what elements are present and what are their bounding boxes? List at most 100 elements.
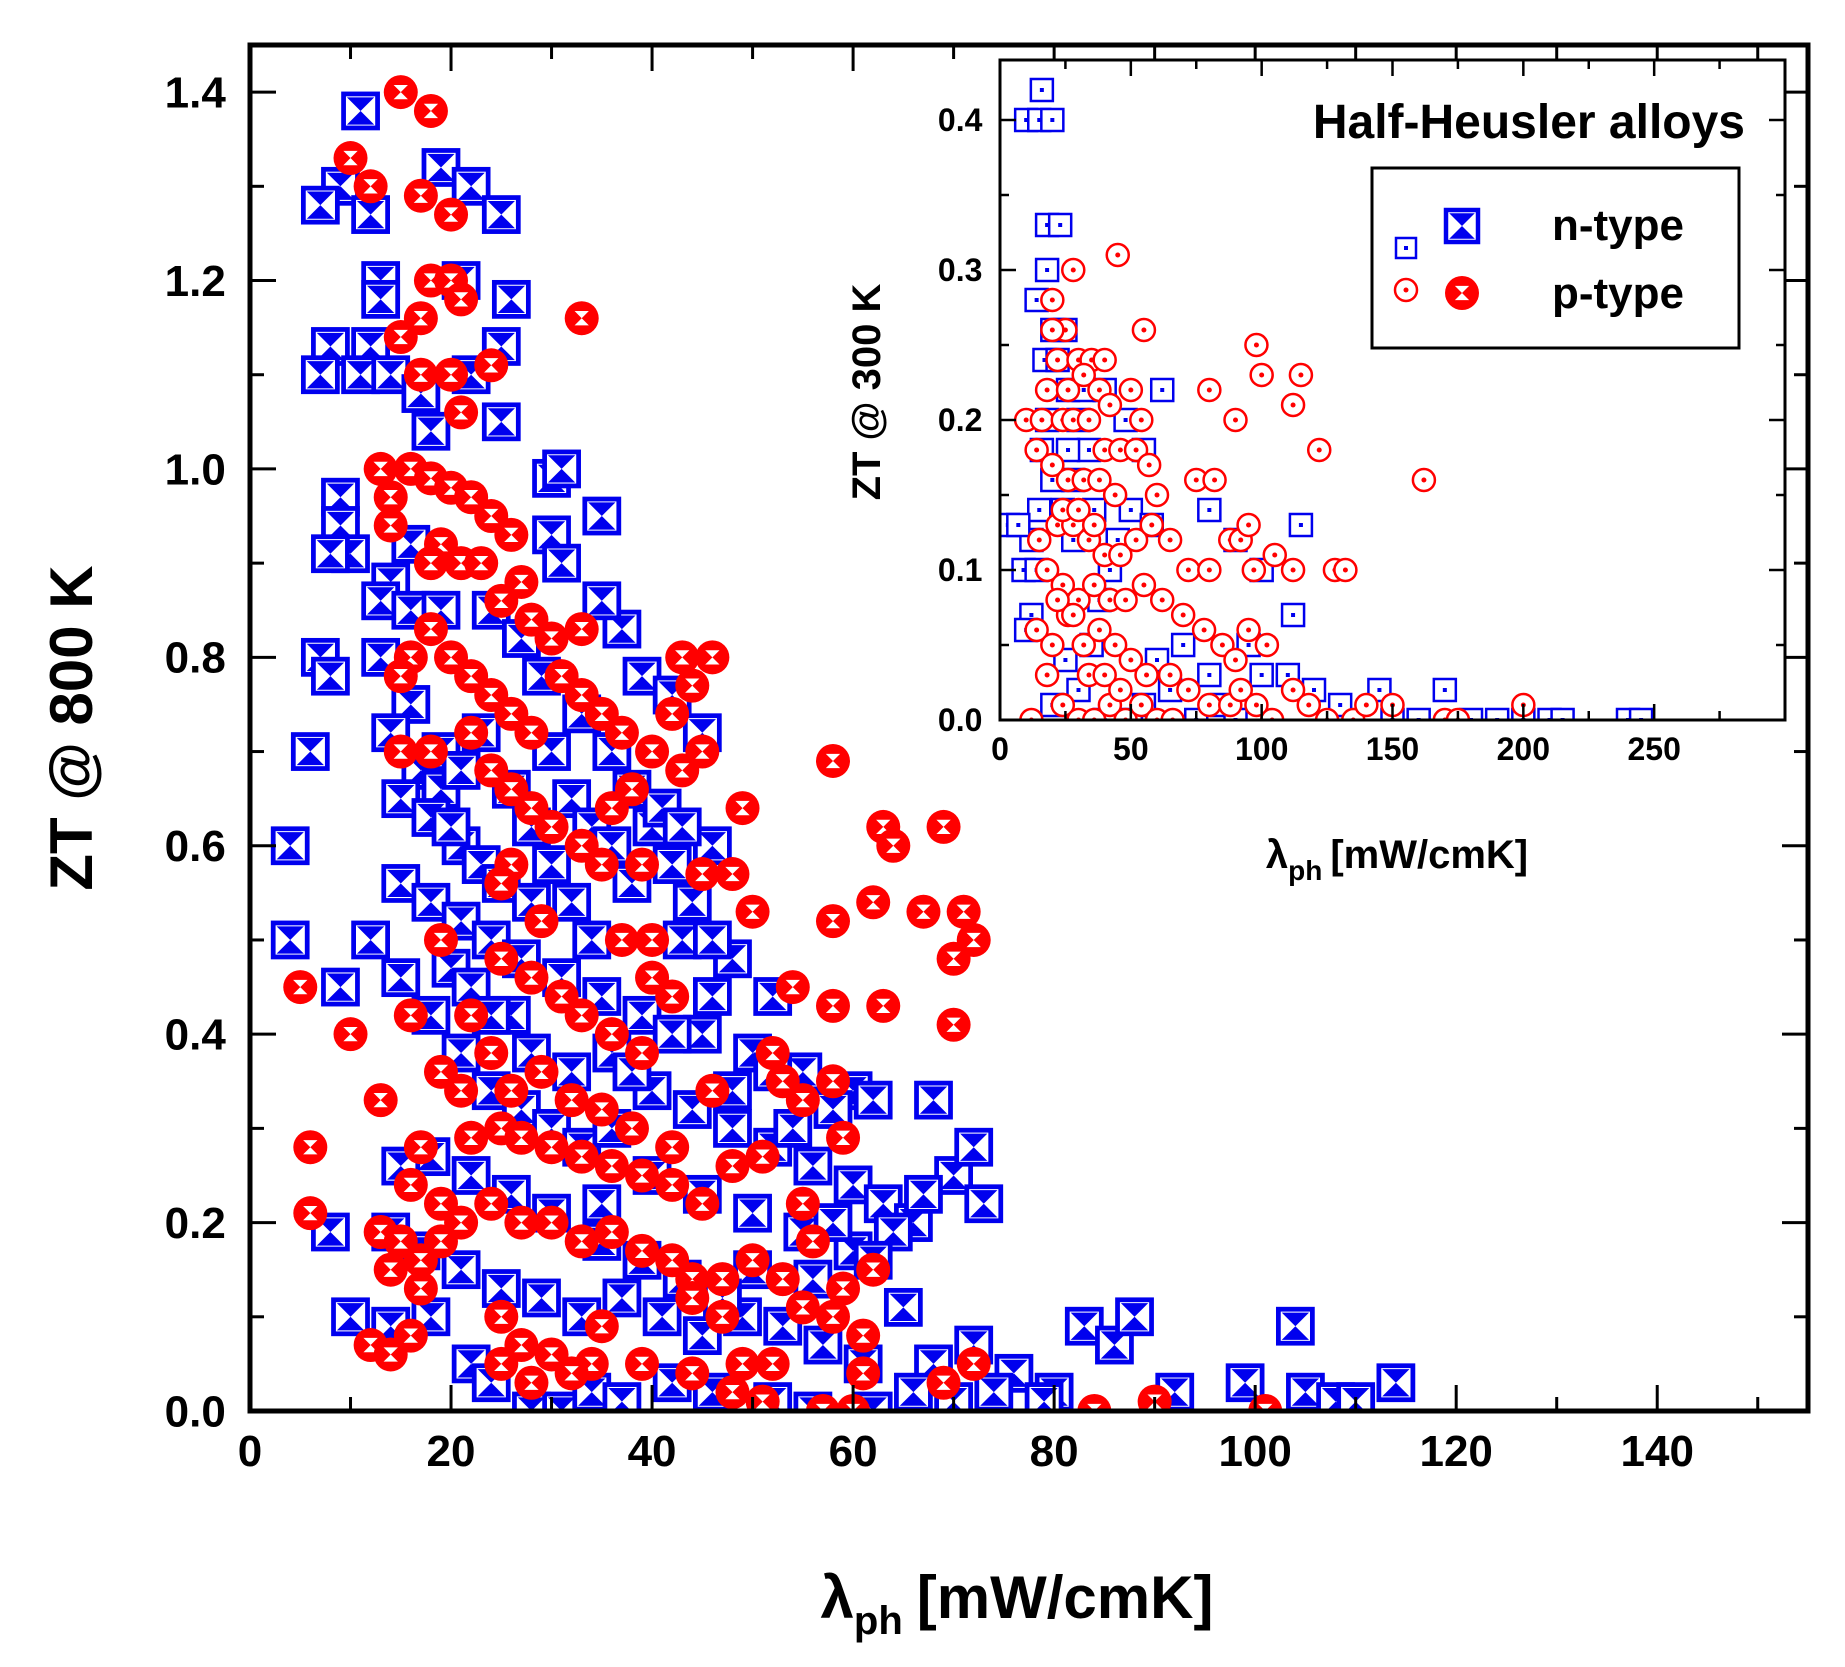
inset-p-type-marker xyxy=(1118,647,1144,673)
inset-n-type-marker xyxy=(1027,497,1052,523)
main-p-type-marker xyxy=(594,1215,629,1250)
main-y-axis-title: ZT @ 800 K xyxy=(38,565,105,890)
main-p-type-marker xyxy=(705,1299,740,1334)
inset-p-type-marker xyxy=(1113,587,1138,613)
main-x-axis-unit: [mW/cmK] xyxy=(917,1564,1214,1631)
inset-p-type-marker xyxy=(1134,662,1159,688)
main-p-type-marker xyxy=(1077,1394,1112,1411)
main-p-type-marker xyxy=(635,960,670,995)
inset-y-axis-title: ZT @ 300 K xyxy=(845,283,889,500)
main-p-type-marker xyxy=(534,1205,569,1240)
legend-box xyxy=(1370,166,1741,350)
main-p-type-marker xyxy=(554,1356,589,1391)
main-n-type-marker xyxy=(361,279,401,319)
main-n-type-marker xyxy=(411,411,451,451)
inset-p-type-marker xyxy=(1061,257,1086,283)
main-plot: 0 20 40 60 80 100 120 140 0.0 0.2 0.4 0.6 0.8 1.0 1.2 1… xyxy=(38,42,1811,1643)
main-p-type-marker xyxy=(373,480,408,515)
inset-p-type-marker xyxy=(1244,332,1269,358)
main-p-type-marker xyxy=(383,734,418,769)
inset-p-type-marker xyxy=(1280,392,1306,418)
main-p-type-marker xyxy=(625,1036,660,1071)
main-x-axis-subscript: ph xyxy=(854,1599,903,1643)
inset-x-axis-title: λph [mW/cmK] xyxy=(1266,833,1528,886)
main-p-type-marker xyxy=(846,1356,881,1391)
inset-p-type-marker xyxy=(1296,692,1322,718)
main-p-type-marker xyxy=(444,1205,479,1240)
main-p-type-marker xyxy=(293,1196,328,1231)
main-p-type-marker xyxy=(504,1205,539,1240)
main-p-type-marker xyxy=(715,1375,750,1410)
main-p-type-marker xyxy=(675,668,710,703)
inset-p-type-marker xyxy=(1176,557,1201,583)
main-p-type-marker xyxy=(826,1120,861,1155)
main-p-type-marker xyxy=(474,1186,509,1221)
main-p-type-marker xyxy=(815,743,850,778)
main-n-type-marker xyxy=(763,1306,803,1346)
main-p-type-marker xyxy=(383,75,418,110)
main-n-type-marker xyxy=(300,185,340,225)
main-n-type-marker xyxy=(1064,1306,1104,1346)
inset-n-type-marker xyxy=(1029,77,1055,103)
inset-p-type-marker xyxy=(1076,407,1102,433)
main-n-type-marker xyxy=(542,449,581,489)
main-p-type-marker xyxy=(856,885,891,920)
legend-n-type-small-marker xyxy=(1394,236,1418,260)
main-n-type-marker xyxy=(692,977,732,1016)
main-n-type-marker xyxy=(431,807,471,847)
inset-p-type-marker xyxy=(1236,512,1261,538)
inset-p-type-marker xyxy=(1108,542,1133,568)
main-n-type-marker xyxy=(853,1080,893,1120)
main-p-type-marker xyxy=(534,1130,569,1165)
inset-p-type-marker xyxy=(1354,692,1379,718)
main-p-type-marker xyxy=(685,857,720,892)
main-p-type-marker xyxy=(635,922,670,957)
inset-p-type-marker xyxy=(1131,317,1157,343)
main-p-type-marker xyxy=(484,583,519,618)
main-n-type-marker xyxy=(652,845,692,884)
inset-n-type-marker xyxy=(1055,437,1081,463)
inset-p-type-marker xyxy=(1092,347,1117,373)
main-p-type-marker xyxy=(866,988,901,1023)
main-n-type-marker xyxy=(532,845,571,884)
main-n-type-marker xyxy=(321,967,360,1007)
main-p-type-marker xyxy=(564,998,599,1033)
inset-p-type-marker xyxy=(1176,677,1201,703)
inset-n-type-marker xyxy=(1149,377,1175,403)
main-p-type-marker xyxy=(413,93,448,128)
main-n-type-marker xyxy=(692,920,732,960)
main-p-type-marker xyxy=(785,1290,820,1325)
main-p-type-marker xyxy=(393,1318,428,1353)
main-p-type-marker xyxy=(614,1111,649,1146)
main-p-type-marker xyxy=(604,715,639,750)
main-p-type-marker xyxy=(685,734,720,769)
main-p-type-marker xyxy=(765,1262,800,1297)
main-p-type-marker xyxy=(926,1365,961,1400)
inset-p-type-marker xyxy=(1055,377,1081,403)
main-n-type-marker xyxy=(1225,1363,1265,1403)
main-p-type-marker xyxy=(564,1139,599,1174)
main-p-type-marker xyxy=(584,1309,619,1344)
main-p-type-marker xyxy=(735,894,770,929)
main-p-type-marker xyxy=(946,894,981,929)
main-n-type-marker xyxy=(351,920,390,960)
main-ticks: 0 20 40 60 80 100 120 140 0.0 0.2 0.4 0.6 0.8 1.0 1.2 1… xyxy=(165,45,1808,1476)
inset-x-tick-label: 150 xyxy=(1366,731,1419,767)
legend-p-type-large-marker xyxy=(1445,276,1479,310)
inset-p-type-marker xyxy=(1027,527,1052,553)
main-p-type-marker xyxy=(333,141,368,176)
inset-p-type-marker xyxy=(1139,512,1165,538)
inset-p-type-marker xyxy=(1040,632,1065,658)
legend-label-n-type: n-type xyxy=(1552,201,1684,250)
inset-p-type-marker xyxy=(1236,617,1261,643)
main-n-type-marker xyxy=(311,534,350,574)
main-p-type-marker xyxy=(333,1017,368,1052)
main-p-type-marker xyxy=(795,1224,830,1259)
main-p-type-marker xyxy=(655,696,690,731)
main-p-type-marker xyxy=(554,1083,589,1118)
main-p-type-marker xyxy=(815,904,850,939)
main-p-type-marker xyxy=(584,847,619,882)
inset-p-type-marker xyxy=(1241,557,1267,583)
main-p-type-marker xyxy=(383,320,418,355)
